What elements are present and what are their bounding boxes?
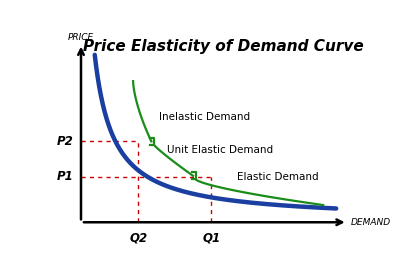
Text: P1: P1 [56,170,73,183]
Text: Elastic Demand: Elastic Demand [237,172,319,182]
Text: Q1: Q1 [202,232,220,245]
Text: Inelastic Demand: Inelastic Demand [159,112,250,122]
Text: Unit Elastic Demand: Unit Elastic Demand [167,145,273,155]
Text: DEMAND: DEMAND [351,218,391,227]
Text: Price Elasticity of Demand Curve: Price Elasticity of Demand Curve [83,39,364,54]
Text: Q2: Q2 [129,232,147,245]
Text: PRICE: PRICE [68,33,94,42]
Text: P2: P2 [56,135,73,148]
